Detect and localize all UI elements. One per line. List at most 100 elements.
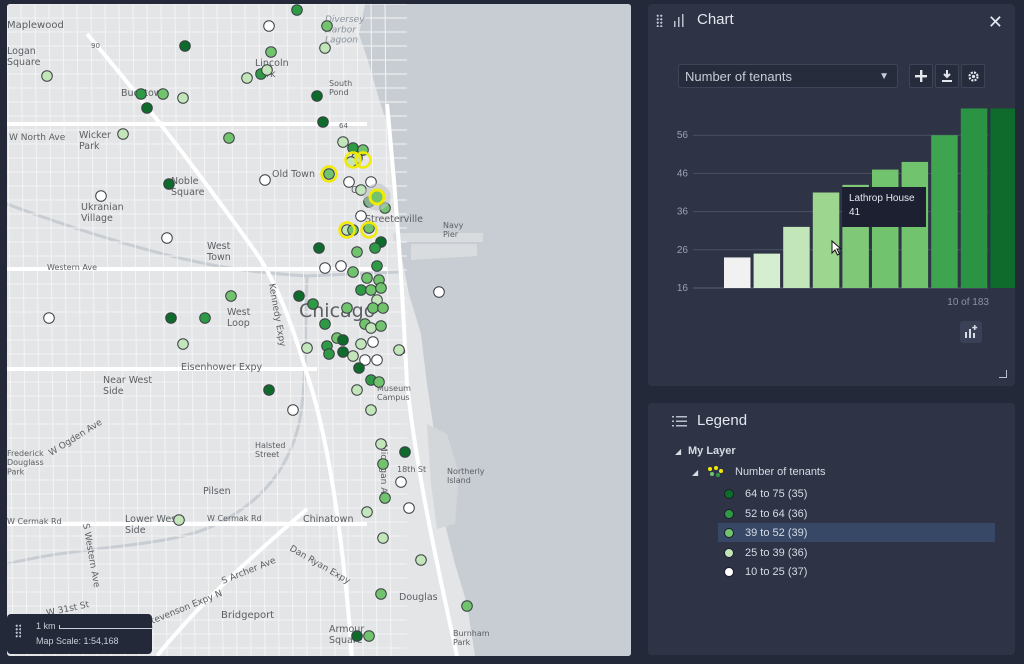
tenant-point[interactable]	[377, 532, 389, 544]
tenant-point[interactable]	[173, 514, 185, 526]
tenant-point[interactable]	[403, 502, 415, 514]
tenant-point[interactable]	[241, 72, 253, 84]
selected-point-ring[interactable]	[360, 221, 378, 239]
add-button[interactable]	[909, 64, 933, 88]
drag-handle-icon[interactable]	[15, 624, 21, 638]
tenant-point[interactable]	[341, 302, 353, 314]
download-button[interactable]	[935, 64, 959, 88]
tenant-point[interactable]	[359, 354, 371, 366]
map-view[interactable]: MaplewoodLoganSquareLincolnParkDiverseyH…	[7, 4, 631, 656]
resize-handle-icon[interactable]	[999, 370, 1007, 378]
tenant-point[interactable]	[373, 376, 385, 388]
tenant-point[interactable]	[199, 312, 211, 324]
tenant-point[interactable]	[301, 342, 313, 354]
tenant-point[interactable]	[361, 272, 373, 284]
tenant-point[interactable]	[337, 136, 349, 148]
add-chart-button[interactable]	[960, 321, 982, 343]
tenant-point[interactable]	[337, 334, 349, 346]
tenant-point[interactable]	[365, 322, 377, 334]
legend-class-label[interactable]: 39 to 52 (39)	[745, 527, 808, 539]
selected-point-ring[interactable]	[320, 165, 338, 183]
layer-name[interactable]: My Layer	[688, 445, 736, 457]
tenant-point[interactable]	[375, 282, 387, 294]
tenant-point[interactable]	[43, 312, 55, 324]
tenant-point[interactable]	[223, 132, 235, 144]
legend-class-label[interactable]: 25 to 39 (36)	[745, 546, 808, 559]
tenant-point[interactable]	[395, 476, 407, 488]
tenant-point[interactable]	[141, 102, 153, 114]
tenant-point[interactable]	[371, 260, 383, 272]
tenant-point[interactable]	[367, 302, 379, 314]
tenant-point[interactable]	[313, 242, 325, 254]
selected-point-ring[interactable]	[344, 151, 362, 169]
drag-handle-icon[interactable]	[656, 14, 663, 27]
tenant-point[interactable]	[259, 174, 271, 186]
tenant-point[interactable]	[343, 176, 355, 188]
tenant-point[interactable]	[291, 4, 303, 16]
tenant-point[interactable]	[177, 92, 189, 104]
tenant-point[interactable]	[323, 348, 335, 360]
close-icon[interactable]: ✕	[987, 12, 1003, 32]
field-select[interactable]: Number of tenants ▼	[678, 64, 898, 88]
tenant-point[interactable]	[361, 506, 373, 518]
tenant-point[interactable]	[311, 90, 323, 102]
tenant-point[interactable]	[375, 438, 387, 450]
chart-bar[interactable]	[812, 192, 840, 289]
tenant-point[interactable]	[351, 246, 363, 258]
tenant-point[interactable]	[433, 286, 445, 298]
chart-bar[interactable]	[931, 135, 958, 288]
tenant-point[interactable]	[379, 492, 391, 504]
tenant-point[interactable]	[377, 302, 389, 314]
tenant-point[interactable]	[261, 64, 273, 76]
collapse-field-icon[interactable]: ◢	[692, 468, 699, 477]
legend-class-label[interactable]: 10 to 25 (37)	[745, 566, 808, 578]
tenant-point[interactable]	[399, 446, 411, 458]
tenant-point[interactable]	[367, 336, 379, 348]
settings-button[interactable]	[961, 64, 985, 88]
tenant-point[interactable]	[365, 284, 377, 296]
tenant-point[interactable]	[335, 260, 347, 272]
hovered-point[interactable]	[368, 188, 386, 206]
chart-bar[interactable]	[960, 108, 988, 289]
tenant-point[interactable]	[319, 42, 331, 54]
tenant-point[interactable]	[317, 116, 329, 128]
tenant-point[interactable]	[323, 168, 335, 180]
tenant-point[interactable]	[41, 70, 53, 82]
tenant-point[interactable]	[163, 178, 175, 190]
scale-bar[interactable]: 1 km Map Scale: 1:54,168	[7, 614, 153, 654]
chart-bar[interactable]	[724, 257, 751, 288]
tenant-point[interactable]	[337, 346, 349, 358]
tenant-point[interactable]	[369, 242, 381, 254]
tenant-point[interactable]	[351, 630, 363, 642]
tenant-point[interactable]	[287, 404, 299, 416]
tenant-point[interactable]	[415, 554, 427, 566]
tenant-point[interactable]	[377, 458, 389, 470]
tenant-point[interactable]	[365, 404, 377, 416]
tenant-point[interactable]	[293, 290, 305, 302]
tenant-point[interactable]	[355, 284, 367, 296]
tenant-point[interactable]	[157, 88, 169, 100]
legend-class-label[interactable]: 52 to 64 (36)	[745, 507, 808, 520]
selected-point-ring[interactable]	[338, 221, 356, 239]
tenant-point[interactable]	[355, 210, 367, 222]
legend-class-label[interactable]: 64 to 75 (35)	[745, 488, 808, 500]
tenant-point[interactable]	[165, 312, 177, 324]
tenant-point[interactable]	[265, 46, 277, 58]
tenant-point[interactable]	[117, 128, 129, 140]
tenant-point[interactable]	[135, 88, 147, 100]
tenant-points[interactable]	[41, 4, 473, 642]
tenant-point[interactable]	[321, 20, 333, 32]
tenant-point[interactable]	[351, 384, 363, 396]
tenant-point[interactable]	[347, 350, 359, 362]
chart-bar[interactable]	[753, 253, 781, 288]
bar-chart[interactable]: 16 26 36 46 56	[648, 4, 1015, 304]
tenant-point[interactable]	[225, 290, 237, 302]
tenant-point[interactable]	[177, 338, 189, 350]
tenant-point[interactable]	[307, 298, 319, 310]
tenant-point[interactable]	[393, 344, 405, 356]
tenant-point[interactable]	[347, 266, 359, 278]
tenant-point[interactable]	[263, 384, 275, 396]
chart-bar[interactable]	[783, 226, 810, 288]
tenant-point[interactable]	[319, 318, 331, 330]
chart-bar[interactable]	[990, 108, 1015, 289]
